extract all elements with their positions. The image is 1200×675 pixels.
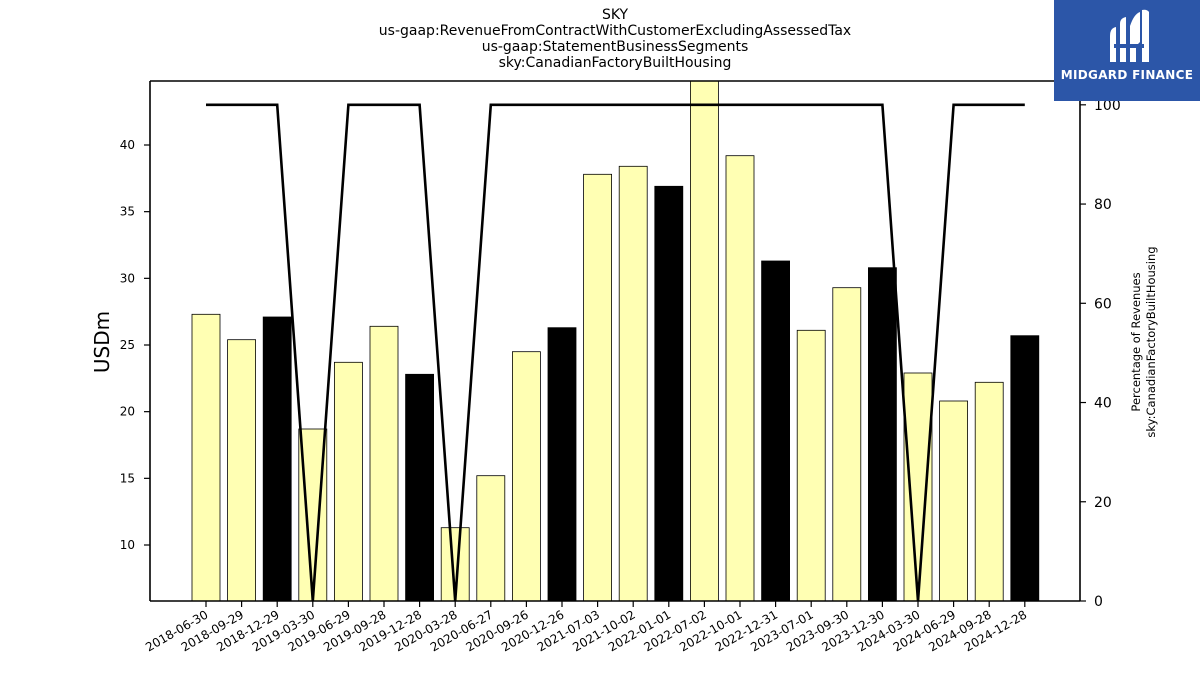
bar-2024-06-29 <box>939 400 968 602</box>
bar-2018-06-30 <box>191 313 221 602</box>
bar-2024-09-28 <box>974 381 1004 602</box>
percentage-line <box>206 103 1025 602</box>
bar-2024-03-30 <box>903 372 933 602</box>
y-right-tick-label: 80 <box>1094 197 1112 213</box>
y-tick-label: 25 <box>120 338 135 352</box>
bar-2021-10-02 <box>618 165 648 602</box>
x-axis-ticks: 2018-06-302018-09-292018-12-292019-03-30… <box>143 601 1029 654</box>
bar-series <box>191 80 1040 602</box>
y-axis-right-label-line-2: sky:CanadianFactoryBuiltHousing <box>1144 246 1158 437</box>
y-axis-right-ticks: 0 20 40 60 80 100 <box>1080 98 1121 610</box>
chart-title: SKY us-gaap:RevenueFromContractWithCusto… <box>365 7 865 71</box>
percentage-line-series <box>206 103 1025 602</box>
y-right-tick-label: 40 <box>1094 396 1112 412</box>
chart-title-line-3: us-gaap:StatementBusinessSegments <box>481 39 749 55</box>
bar-2022-07-02 <box>690 80 719 602</box>
bar-2018-12-29 <box>262 316 292 602</box>
bar-2023-12-30 <box>868 267 897 602</box>
chart-title-line-2: us-gaap:RevenueFromContractWithCustomerE… <box>378 23 852 39</box>
y-axis-left-label: USDm <box>90 311 114 373</box>
bar-2019-06-29 <box>333 361 363 602</box>
y-right-tick-label: 20 <box>1094 495 1112 511</box>
bar-2020-09-26 <box>512 351 541 602</box>
bar-2023-09-30 <box>832 287 862 602</box>
chart-title-line-4: sky:CanadianFactoryBuiltHousing <box>498 55 732 71</box>
bar-2018-09-29 <box>227 339 257 602</box>
bar-2024-12-28 <box>1010 335 1040 602</box>
bar-2019-09-28 <box>369 325 399 602</box>
bar-2019-12-28 <box>405 373 435 602</box>
midgard-finance-logo: MIDGARD FINANCE <box>1054 0 1200 101</box>
bar-2022-10-01 <box>725 155 755 602</box>
y-right-tick-label: 100 <box>1094 98 1121 114</box>
y-tick-label: 10 <box>120 538 135 552</box>
bar-2023-07-01 <box>796 329 826 602</box>
y-axis-left-ticks: 10 15 20 25 30 35 40 <box>120 138 150 552</box>
y-right-tick-label: 60 <box>1094 296 1112 312</box>
logo-text: MIDGARD FINANCE <box>1060 68 1194 82</box>
bar-2022-12-31 <box>761 260 790 602</box>
bar-2021-07-03 <box>583 173 612 602</box>
y-tick-label: 35 <box>120 205 135 219</box>
y-tick-label: 15 <box>120 471 135 485</box>
bar-2022-01-01 <box>654 185 684 602</box>
bar-2020-06-27 <box>476 475 506 602</box>
y-tick-label: 40 <box>120 138 135 152</box>
y-tick-label: 30 <box>120 271 135 285</box>
y-right-tick-label: 0 <box>1094 594 1103 610</box>
bar-2020-12-26 <box>547 327 577 602</box>
axes <box>149 80 1081 602</box>
y-axis-right-label-line-1: Percentage of Revenues <box>1129 272 1143 411</box>
logo-mark-icon <box>1110 9 1149 62</box>
y-tick-label: 20 <box>120 405 135 419</box>
chart-title-line-1: SKY <box>601 7 629 23</box>
